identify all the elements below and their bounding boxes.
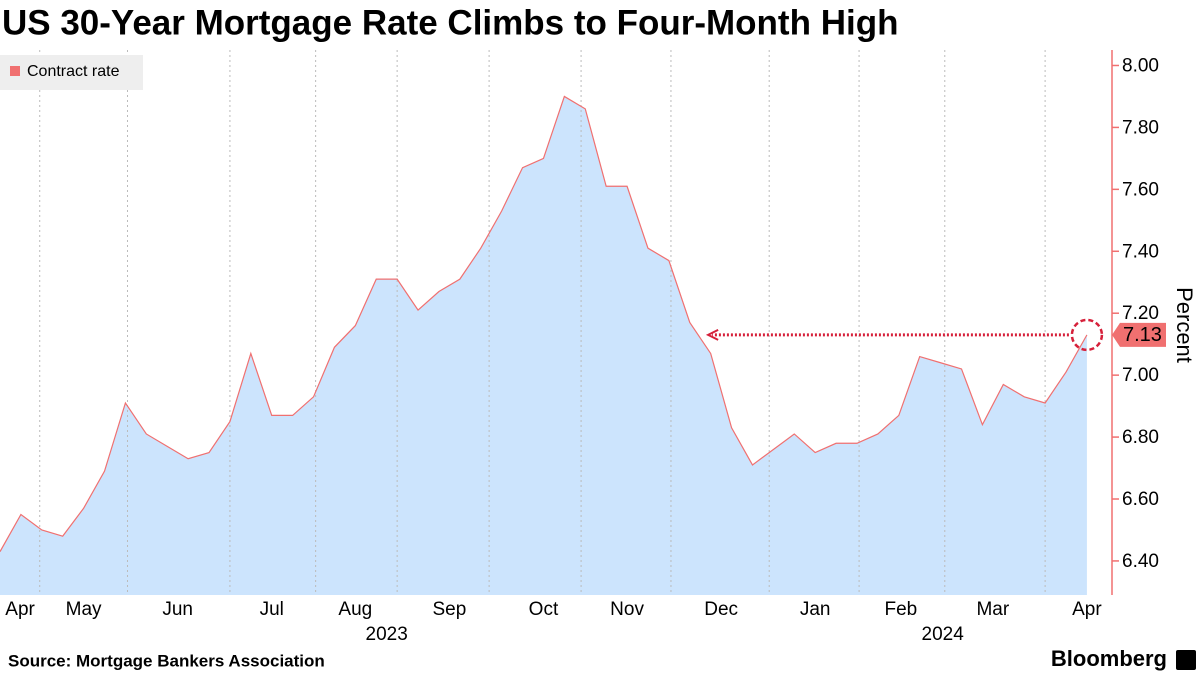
y-tick-label: 7.20	[1122, 303, 1159, 324]
y-tick-label: 8.00	[1122, 55, 1159, 76]
x-tick-label: Apr	[5, 599, 35, 620]
y-tick-label: 6.60	[1122, 489, 1159, 510]
y-axis-label: Percent	[1172, 287, 1197, 363]
legend-box	[0, 55, 143, 90]
x-tick-label: Feb	[885, 599, 918, 620]
y-tick-label: 7.60	[1122, 179, 1159, 200]
annotation-circle	[1070, 318, 1104, 352]
x-tick-label: Dec	[704, 599, 738, 620]
x-tick-label: Nov	[610, 599, 644, 620]
x-tick-label: Mar	[976, 599, 1009, 620]
y-tick-label: 7.80	[1122, 117, 1159, 138]
line	[0, 95, 1088, 552]
value-label: 7.13	[1123, 324, 1162, 346]
x-year-label: 2024	[922, 624, 965, 645]
y-tick-label: 6.40	[1122, 551, 1159, 572]
annotation-arrowhead	[705, 328, 719, 341]
chart-title: US 30-Year Mortgage Rate Climbs to Four-…	[2, 3, 898, 42]
source: Source: Mortgage Bankers Association	[8, 651, 325, 670]
x-tick-label: Sep	[432, 599, 466, 620]
value-badge	[1112, 322, 1166, 347]
y-tick-label: 7.40	[1122, 241, 1159, 262]
area	[0, 96, 1087, 596]
y-tick-label: 7.00	[1122, 365, 1159, 386]
x-tick-label: May	[66, 599, 102, 620]
brand-icon	[1176, 650, 1196, 670]
brand: Bloomberg	[1051, 646, 1167, 671]
x-year-label: 2023	[366, 624, 408, 645]
x-tick-label: Aug	[338, 599, 372, 620]
x-tick-label: Apr	[1072, 599, 1102, 620]
y-tick-label: 6.80	[1122, 427, 1159, 448]
x-tick-label: Jan	[800, 599, 831, 620]
legend-label: Contract rate	[27, 63, 120, 80]
x-tick-label: Jul	[260, 599, 284, 620]
x-tick-label: Jun	[162, 599, 193, 620]
x-tick-label: Oct	[529, 599, 559, 620]
legend-swatch	[10, 66, 20, 76]
